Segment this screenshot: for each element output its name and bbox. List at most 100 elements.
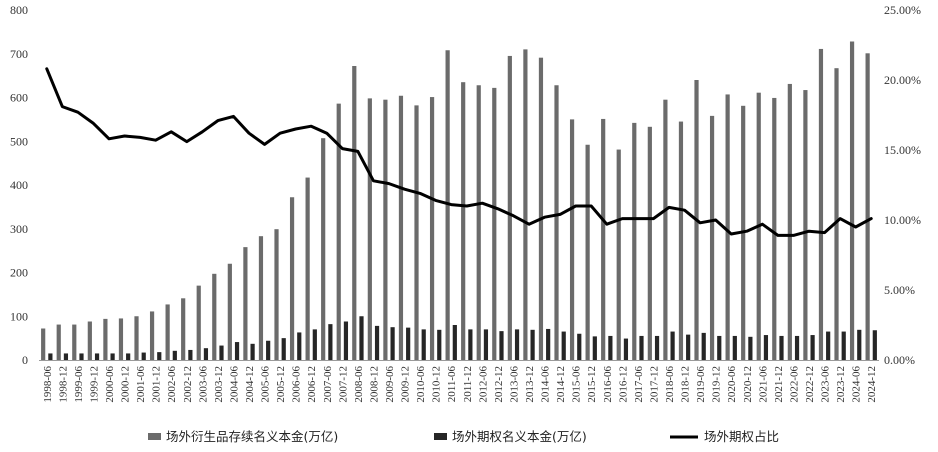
left-axis-ticks: 0 100 200 300 400 500 600 700 800 xyxy=(10,3,28,367)
bar-derivatives-2010-12 xyxy=(429,97,435,360)
bar-derivatives-2004-12 xyxy=(243,247,248,361)
bar-derivatives-2003-06 xyxy=(196,285,201,361)
x-tick-label: 2017-12 xyxy=(648,366,660,403)
bar-derivatives-2008-12 xyxy=(367,98,372,361)
x-tick-label: 2022-12 xyxy=(804,366,816,403)
bar-derivatives-2010-06 xyxy=(414,105,419,361)
bar-derivatives-2023-12 xyxy=(834,68,839,360)
bar-options-2004-12 xyxy=(250,343,255,360)
x-tick-label: 2008-06 xyxy=(353,366,365,403)
line-point-2010-12 xyxy=(435,199,437,201)
bar-options-2017-06 xyxy=(639,335,644,360)
bar-derivatives-2016-12 xyxy=(616,149,621,360)
left-tick-label: 600 xyxy=(10,91,28,105)
line-point-2009-06 xyxy=(388,183,390,185)
line-point-2003-12 xyxy=(217,120,219,122)
x-tick-label: 2007-12 xyxy=(337,366,349,403)
right-tick-label: 0.00% xyxy=(884,353,915,367)
bar-derivatives-2001-06 xyxy=(134,316,139,360)
bar-derivatives-2016-06 xyxy=(601,118,606,360)
bar-options-2020-12 xyxy=(748,336,753,360)
x-tick-label: 2012-12 xyxy=(493,366,505,403)
line-point-2005-06 xyxy=(263,143,266,145)
bar-options-2000-06 xyxy=(110,353,115,360)
bar-options-2015-06 xyxy=(577,333,582,360)
bar-options-1999-06 xyxy=(79,353,84,360)
bar-derivatives-2012-12 xyxy=(492,87,497,361)
bar-derivatives-2013-06 xyxy=(507,55,512,360)
bar-options-2005-06 xyxy=(266,340,271,360)
bar-options-2015-12 xyxy=(592,336,597,361)
x-tick-label: 2013-06 xyxy=(508,366,520,403)
bar-options-2003-06 xyxy=(203,348,209,360)
bar-options-2014-12 xyxy=(561,331,566,360)
left-tick-label: 100 xyxy=(10,309,28,323)
x-tick-label: 1999-12 xyxy=(88,366,100,403)
right-axis-ticks: 0.00% 5.00% 10.00% 15.00% 20.00% 25.00% xyxy=(884,3,921,367)
bar-options-2018-06 xyxy=(670,331,675,360)
line-point-2008-06 xyxy=(357,150,359,152)
legend: 场外衍生品存续名义本金(万亿) 场外期权名义本金(万亿) 场外期权占比 xyxy=(148,429,779,444)
line-point-2022-12 xyxy=(808,230,810,232)
bar-options-2007-12 xyxy=(343,321,349,360)
bar-derivatives-2000-06 xyxy=(103,318,108,361)
bar-options-2011-12 xyxy=(468,329,473,361)
bar-derivatives-2024-06 xyxy=(849,41,855,360)
x-tick-label: 2010-06 xyxy=(415,366,427,403)
bar-options-2020-06 xyxy=(732,335,737,360)
line-point-2011-06 xyxy=(450,204,452,206)
bar-options-2017-12 xyxy=(654,335,660,360)
line-point-1999-12 xyxy=(92,122,95,124)
bar-derivatives-2008-06 xyxy=(352,66,357,360)
x-tick-label: 2018-12 xyxy=(680,366,692,403)
bar-options-1998-06 xyxy=(48,353,53,360)
x-tick-label: 2003-06 xyxy=(197,366,209,403)
bar-derivatives-2019-12 xyxy=(709,115,715,361)
x-tick-label: 2022-06 xyxy=(788,366,800,403)
legend-label-derivatives: 场外衍生品存续名义本金(万亿) xyxy=(166,429,338,444)
bar-derivatives-2004-06 xyxy=(227,263,232,360)
x-tick-label: 2016-12 xyxy=(617,366,629,403)
line-point-2013-12 xyxy=(528,223,530,225)
line-point-2001-06 xyxy=(139,136,141,138)
line-point-2015-06 xyxy=(575,205,577,207)
bar-options-2023-06 xyxy=(826,331,831,360)
bar-derivatives-2015-06 xyxy=(569,119,575,361)
bar-options-2005-12 xyxy=(281,338,286,361)
bar-derivatives-2024-12 xyxy=(865,53,870,361)
bar-derivatives-2009-12 xyxy=(398,95,404,360)
left-tick-label: 500 xyxy=(10,134,28,148)
x-tick-label: 2001-12 xyxy=(151,366,163,403)
line-point-2007-06 xyxy=(326,132,328,134)
x-tick-label: 2018-06 xyxy=(664,366,676,403)
x-tick-label: 2013-12 xyxy=(524,366,536,403)
line-point-2008-12 xyxy=(372,180,375,182)
x-tick-label: 2015-12 xyxy=(586,366,598,403)
line-point-2023-12 xyxy=(839,218,841,220)
line-point-2000-06 xyxy=(108,138,110,140)
line-point-2009-12 xyxy=(403,188,406,190)
line-point-2014-06 xyxy=(543,216,546,218)
x-tick-label: 2005-12 xyxy=(275,366,287,403)
bar-options-2006-12 xyxy=(312,329,317,361)
left-tick-label: 300 xyxy=(10,222,28,236)
bar-options-2014-06 xyxy=(546,328,551,360)
right-tick-label: 5.00% xyxy=(884,283,915,297)
bar-options-2019-12 xyxy=(717,335,722,360)
line-point-2024-06 xyxy=(855,226,857,228)
left-tick-label: 0 xyxy=(22,353,28,367)
line-option-share xyxy=(45,67,873,237)
x-tick-label: 2011-06 xyxy=(446,366,458,403)
x-tick-label: 2020-06 xyxy=(726,366,738,403)
line-point-2021-12 xyxy=(777,234,779,236)
bar-derivatives-2014-12 xyxy=(554,85,559,360)
line-point-2016-06 xyxy=(606,223,608,225)
bar-derivatives-2005-06 xyxy=(258,236,264,360)
bar-options-2007-06 xyxy=(328,324,333,361)
x-tick-label: 2024-06 xyxy=(851,366,863,403)
line-point-2016-12 xyxy=(621,218,623,220)
bar-derivatives-1998-12 xyxy=(56,324,61,360)
bar-derivatives-2020-06 xyxy=(725,94,730,360)
legend-swatch-options xyxy=(434,433,447,440)
bar-derivatives-2006-12 xyxy=(305,177,310,360)
